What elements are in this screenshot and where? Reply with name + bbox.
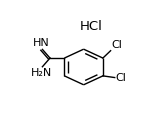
Text: H₂N: H₂N bbox=[31, 68, 52, 78]
Text: HN: HN bbox=[33, 38, 50, 48]
Text: Cl: Cl bbox=[111, 40, 122, 50]
Text: Cl: Cl bbox=[115, 72, 126, 83]
Text: HCl: HCl bbox=[80, 20, 103, 33]
